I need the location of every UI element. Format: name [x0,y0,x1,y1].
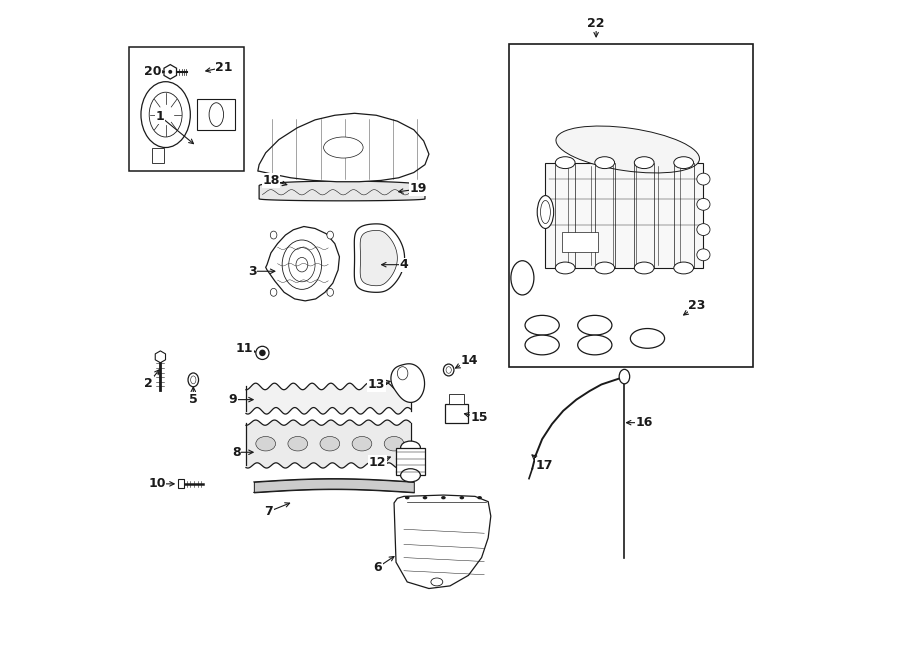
Ellipse shape [441,496,446,499]
Text: 7: 7 [265,505,274,518]
Text: 3: 3 [248,265,256,278]
Ellipse shape [541,200,551,223]
Ellipse shape [595,262,615,274]
Bar [509,44,752,367]
Polygon shape [545,163,704,268]
Ellipse shape [400,441,420,454]
Ellipse shape [674,262,694,274]
Ellipse shape [270,231,277,239]
Text: 20: 20 [144,65,161,78]
Bar [178,479,184,488]
Ellipse shape [555,157,575,169]
Ellipse shape [634,157,654,169]
Polygon shape [257,113,429,182]
Bar [562,232,598,252]
Text: 13: 13 [367,378,385,391]
Ellipse shape [256,436,275,451]
Bar [129,48,244,171]
Text: 1: 1 [156,110,165,123]
Bar [152,148,165,163]
Text: 5: 5 [189,393,198,406]
Ellipse shape [288,436,308,451]
Text: 23: 23 [688,299,706,312]
Ellipse shape [619,369,630,384]
Ellipse shape [697,173,710,185]
Ellipse shape [283,240,321,290]
Ellipse shape [674,157,694,169]
Ellipse shape [191,376,196,384]
Text: 14: 14 [461,354,479,367]
Ellipse shape [555,262,575,274]
Ellipse shape [327,231,334,239]
Text: 4: 4 [400,258,409,271]
Ellipse shape [556,126,699,173]
Bar [449,395,464,404]
Ellipse shape [397,367,408,380]
Polygon shape [355,224,405,292]
Text: 15: 15 [471,411,489,424]
Ellipse shape [324,137,363,158]
Ellipse shape [327,288,334,296]
Text: 9: 9 [229,393,237,406]
Polygon shape [156,351,166,363]
Ellipse shape [400,469,420,482]
Ellipse shape [296,257,308,272]
Ellipse shape [630,329,664,348]
Ellipse shape [259,350,266,356]
Ellipse shape [697,249,710,260]
Ellipse shape [634,262,654,274]
Ellipse shape [578,315,612,335]
Ellipse shape [537,196,554,229]
Text: 17: 17 [536,459,553,472]
Polygon shape [259,181,425,201]
Polygon shape [266,227,339,301]
Ellipse shape [431,578,443,586]
Text: 8: 8 [232,446,240,459]
Ellipse shape [697,198,710,210]
Polygon shape [394,495,490,588]
Text: 22: 22 [588,17,605,30]
Ellipse shape [289,248,315,282]
Ellipse shape [460,496,464,499]
Text: 2: 2 [144,377,153,389]
Ellipse shape [384,436,404,451]
Ellipse shape [141,82,190,147]
Text: 11: 11 [236,342,254,356]
Text: 18: 18 [262,174,280,187]
Ellipse shape [444,364,454,376]
Polygon shape [360,231,397,286]
Ellipse shape [511,260,534,295]
Ellipse shape [149,93,182,137]
Ellipse shape [477,496,482,499]
Ellipse shape [352,436,372,451]
Ellipse shape [188,373,199,387]
Ellipse shape [405,496,410,499]
Text: 19: 19 [410,182,427,196]
Text: 12: 12 [369,455,386,469]
Bar [396,447,425,475]
Ellipse shape [320,436,339,451]
Text: 6: 6 [374,561,382,574]
Text: 10: 10 [148,477,166,490]
Bar [196,99,235,130]
Ellipse shape [423,496,428,499]
Text: 21: 21 [215,61,233,74]
Ellipse shape [697,223,710,235]
Bar [445,404,468,423]
Ellipse shape [595,157,615,169]
Ellipse shape [209,102,223,126]
Polygon shape [164,65,176,79]
Ellipse shape [446,367,451,373]
Ellipse shape [525,315,559,335]
Ellipse shape [525,335,559,355]
Ellipse shape [168,70,172,74]
Ellipse shape [578,335,612,355]
Ellipse shape [270,288,277,296]
Polygon shape [391,364,425,403]
Text: 16: 16 [635,416,652,429]
Ellipse shape [256,346,269,360]
